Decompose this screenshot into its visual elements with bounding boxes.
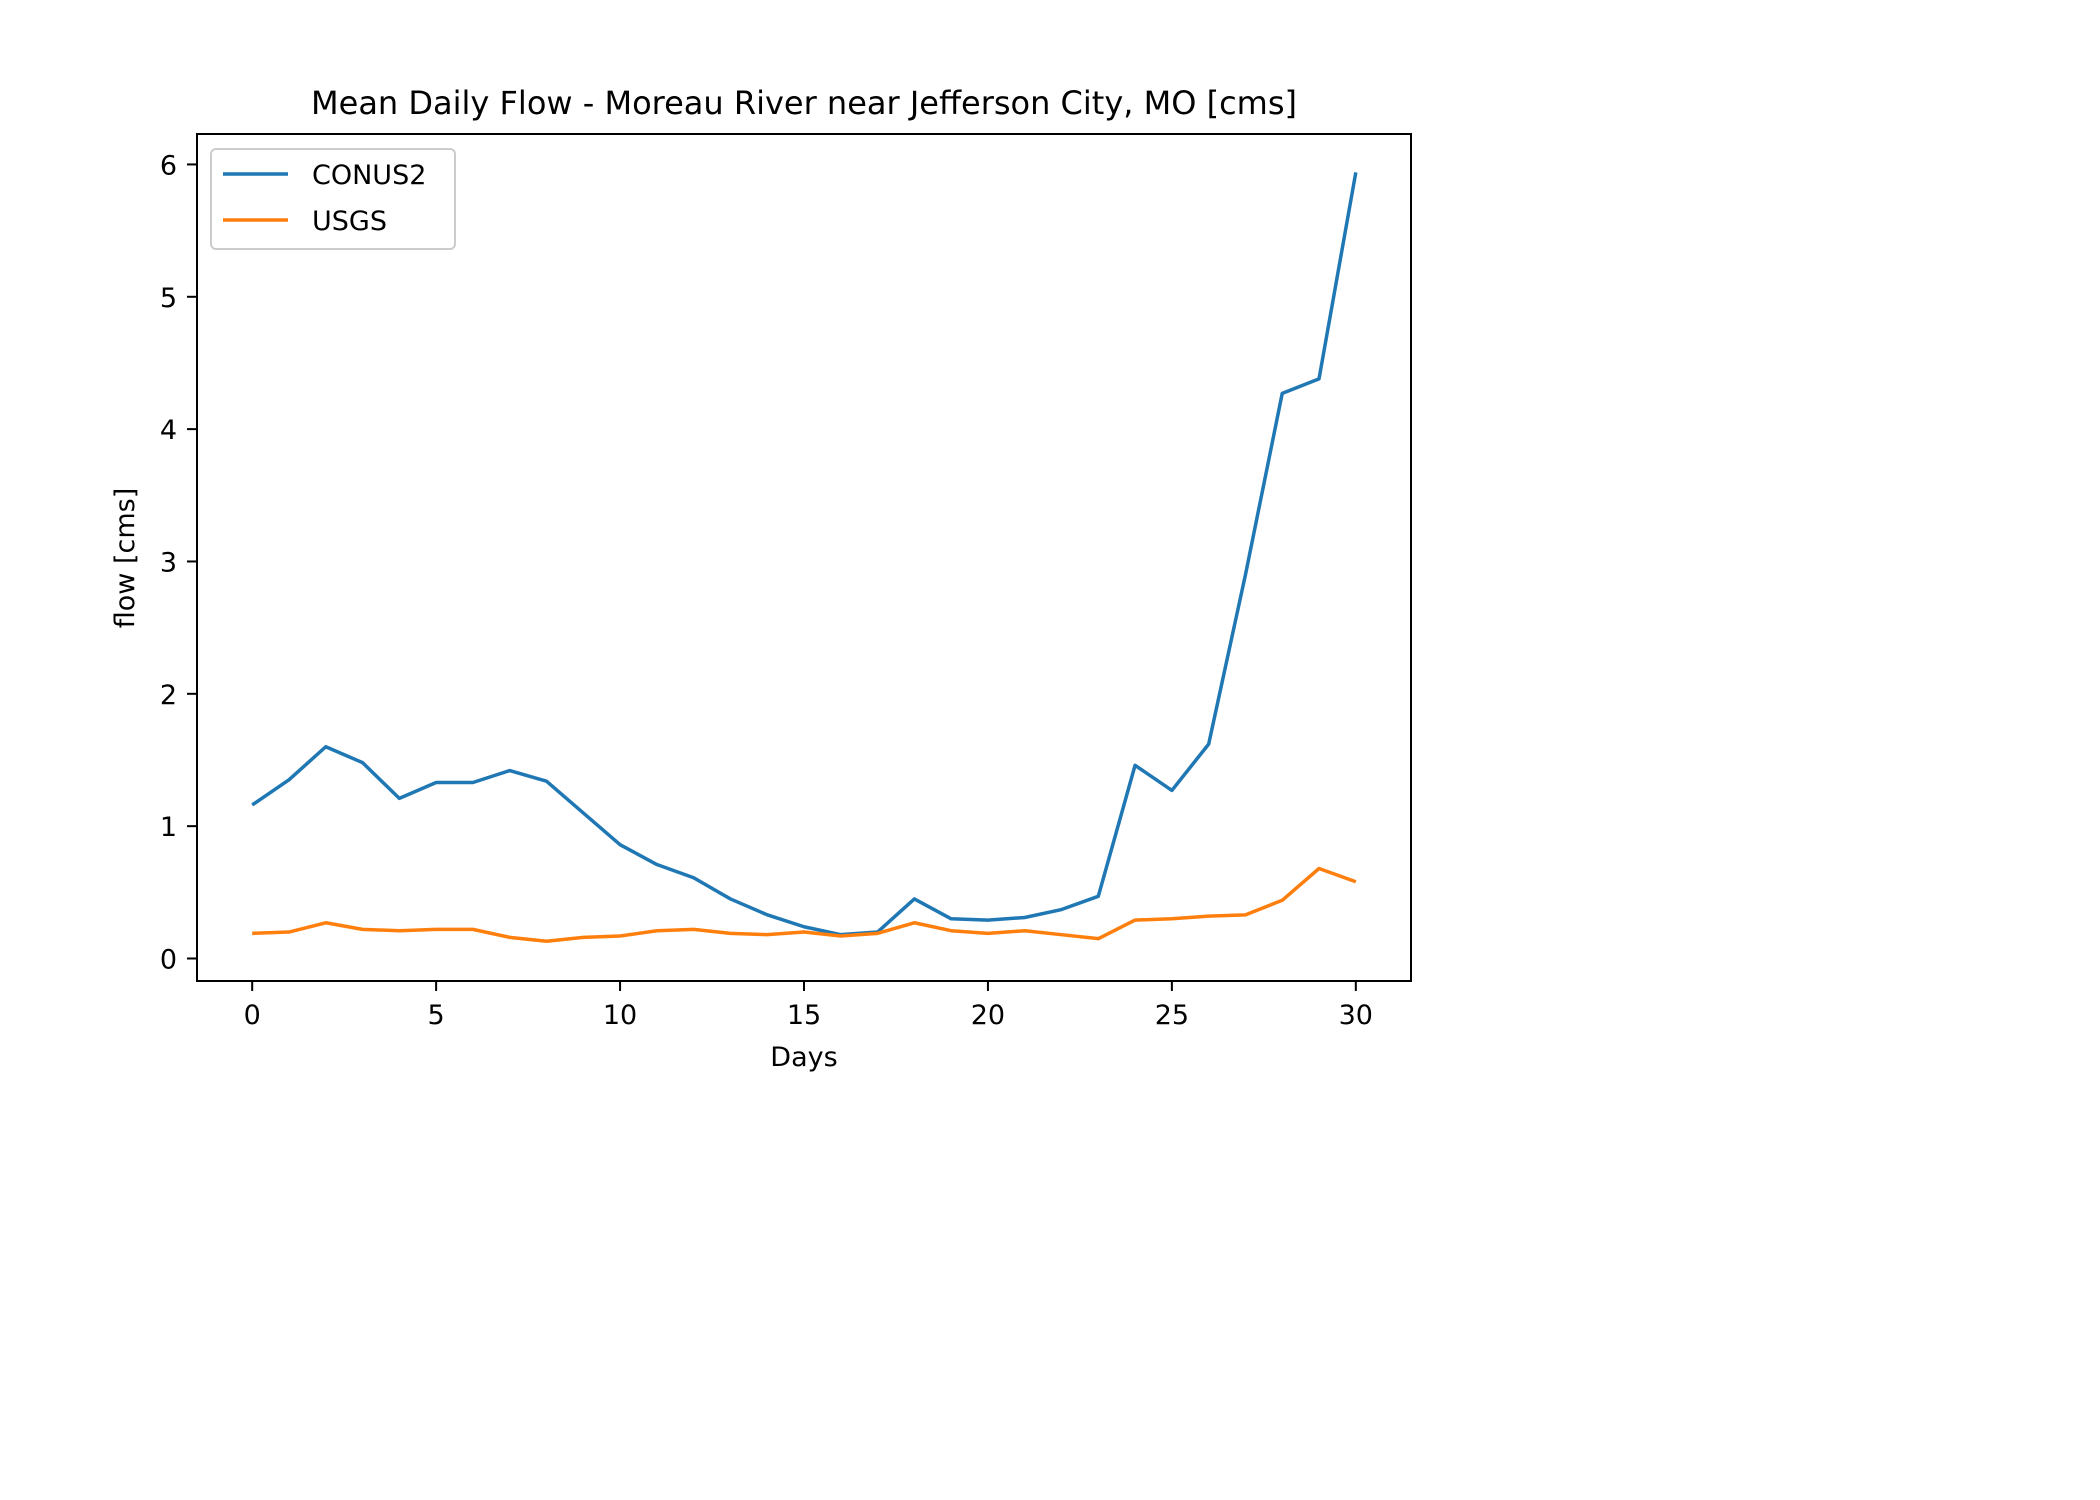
series-lines [251,172,1358,944]
y-tick-label: 3 [160,547,177,578]
x-tick-label: 25 [1155,1000,1189,1031]
y-tick-label: 6 [160,150,177,181]
y-tick-label: 1 [160,812,177,843]
x-tick-label: 15 [787,1000,821,1031]
y-tick-label: 4 [160,415,177,446]
x-axis-ticks: 0 5 10 15 20 25 30 [244,981,1373,1031]
x-tick-label: 30 [1339,1000,1373,1031]
y-tick-label: 0 [160,945,177,976]
y-axis-label: flow [cms] [110,488,141,628]
x-tick-label: 10 [603,1000,637,1031]
chart-title: Mean Daily Flow - Moreau River near Jeff… [311,84,1297,122]
line-chart: Mean Daily Flow - Moreau River near Jeff… [110,84,1412,1073]
x-axis-label: Days [770,1042,837,1073]
legend-label-usgs: USGS [312,206,387,237]
y-tick-label: 5 [160,283,177,314]
legend-label-conus2: CONUS2 [312,160,426,191]
x-tick-label: 20 [971,1000,1005,1031]
x-tick-label: 0 [244,1000,261,1031]
x-tick-label: 5 [428,1000,445,1031]
legend: CONUS2 USGS [210,148,456,250]
plot-area-background [197,134,1411,981]
y-tick-label: 2 [160,680,177,711]
y-axis-ticks: 0 1 2 3 4 5 6 [160,150,197,976]
